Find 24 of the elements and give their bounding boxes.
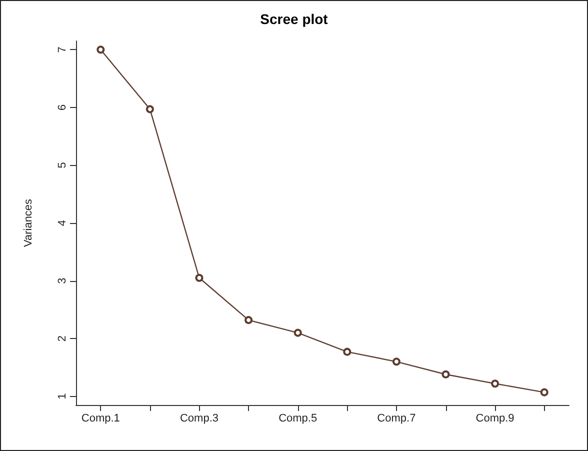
x-tick-label: Comp.5: [278, 412, 318, 424]
point: [96, 46, 105, 54]
point: [343, 348, 352, 356]
y-tick-label: 1: [56, 393, 68, 400]
y-tick-label: 5: [56, 162, 68, 168]
point: [195, 274, 204, 282]
point: [491, 380, 500, 388]
point: [146, 105, 154, 114]
point: [294, 328, 302, 337]
y-axis-title: Variances: [22, 198, 34, 248]
point: [392, 358, 400, 366]
x-tick-label: Comp.3: [180, 412, 219, 424]
x-tick-label: Comp.9: [476, 412, 514, 424]
y-tick-label: 4: [56, 220, 68, 226]
chart-title: Scree plot: [260, 11, 328, 27]
point: [244, 316, 253, 324]
point: [442, 370, 450, 378]
x-tick-label: Comp.7: [377, 412, 416, 424]
x-tick-label: Comp.1: [81, 412, 120, 424]
point: [540, 388, 548, 396]
y-tick-label: 7: [56, 46, 68, 53]
y-tick-label: 6: [56, 104, 68, 111]
y-tick-label: 3: [56, 278, 68, 284]
y-tick-label: 2: [56, 335, 68, 342]
